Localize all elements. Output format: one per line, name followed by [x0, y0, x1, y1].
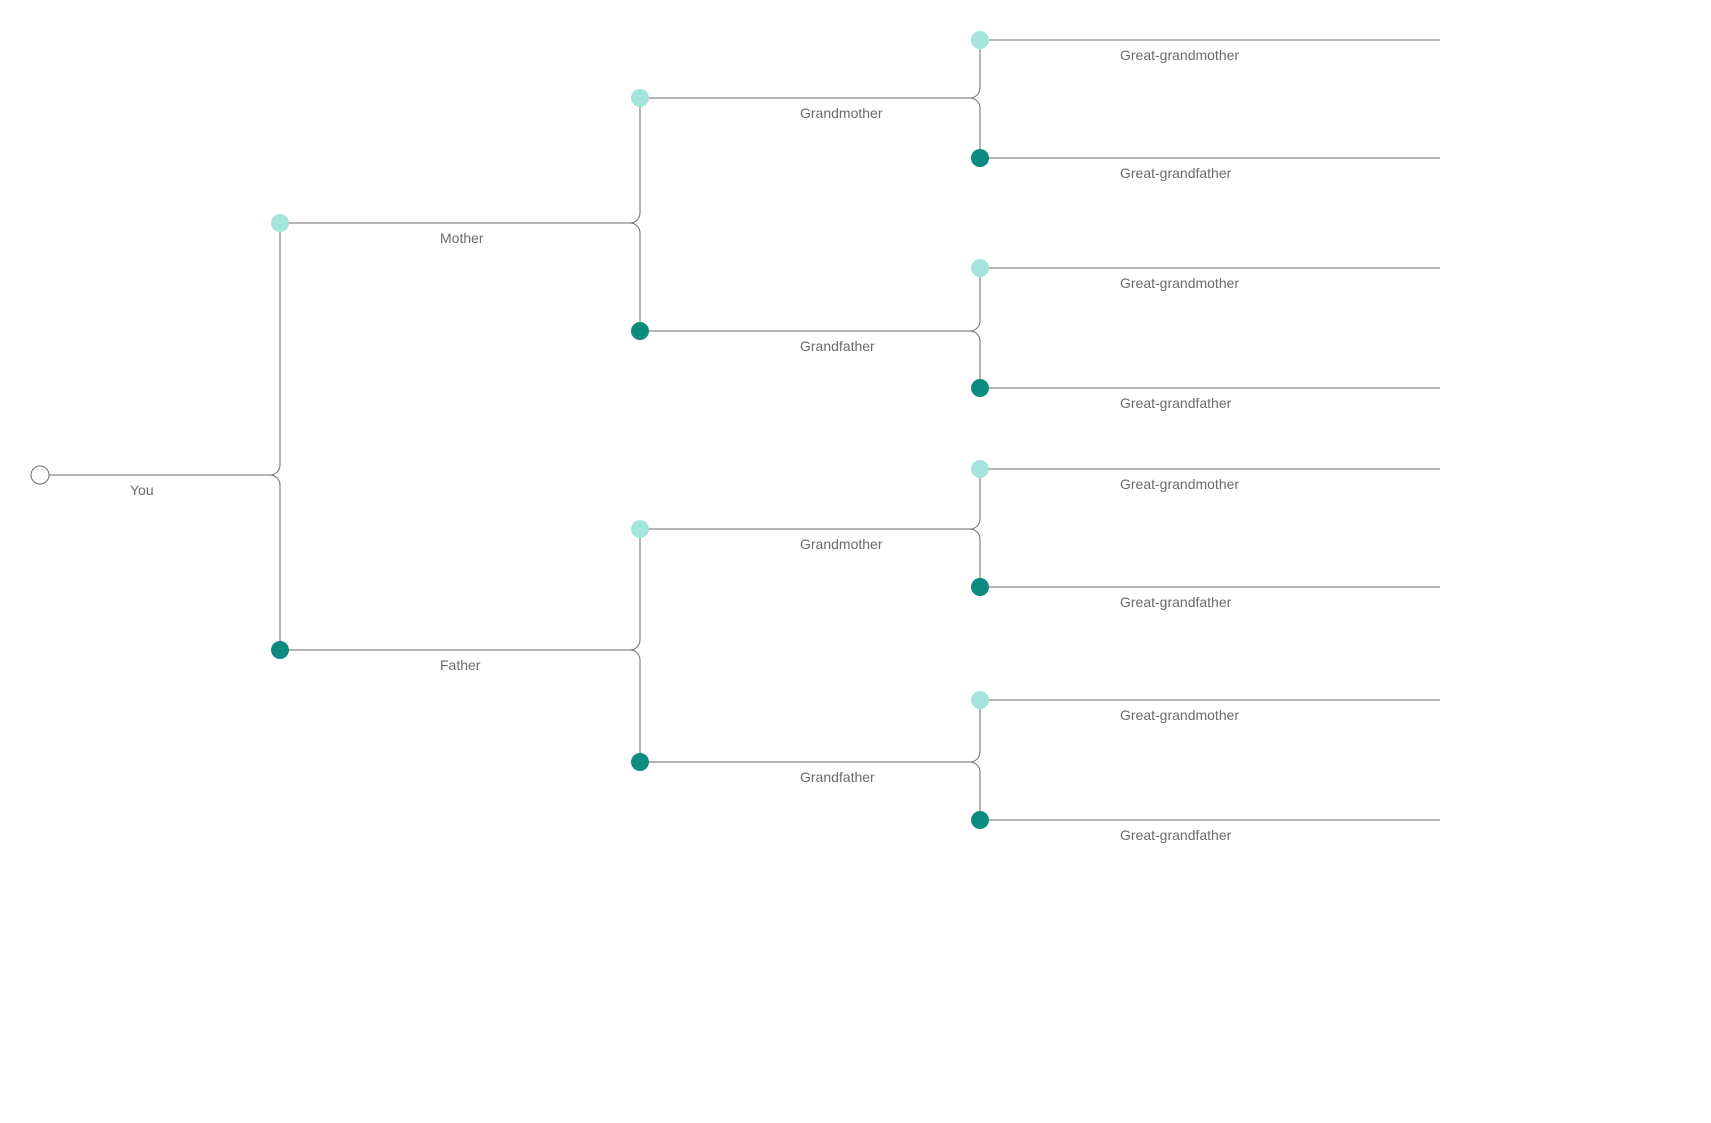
tree-node-label: Father — [440, 657, 481, 673]
tree-edge — [280, 529, 650, 650]
tree-node-ggm3 — [971, 460, 989, 478]
tree-node-label: Mother — [440, 230, 484, 246]
tree-node-ggm4 — [971, 691, 989, 709]
tree-node-label: Grandmother — [800, 105, 883, 121]
tree-edge — [640, 40, 990, 98]
tree-node-label: Grandfather — [800, 338, 875, 354]
tree-node-mgf — [631, 322, 649, 340]
tree-node-pgm — [631, 520, 649, 538]
tree-node-label: Great-grandfather — [1120, 395, 1232, 411]
tree-edge — [40, 475, 290, 650]
tree-node-label: Great-grandmother — [1120, 47, 1239, 63]
tree-node-label: Great-grandmother — [1120, 707, 1239, 723]
tree-node-label: Great-grandfather — [1120, 594, 1232, 610]
tree-node-pgf — [631, 753, 649, 771]
ancestry-tree-diagram: You Mother Father Grandmother Grandfather Gra… — [0, 0, 1711, 1123]
tree-node-label: Grandmother — [800, 536, 883, 552]
tree-node-label: You — [130, 482, 154, 498]
tree-node-ggm1 — [971, 31, 989, 49]
tree-node-label: Great-grandfather — [1120, 165, 1232, 181]
tree-edge — [640, 469, 990, 529]
tree-node-ggm2 — [971, 259, 989, 277]
tree-edge — [640, 268, 990, 331]
tree-edge — [40, 223, 290, 475]
tree-edge — [280, 98, 650, 223]
tree-node-dad — [271, 641, 289, 659]
tree-node-ggf2 — [971, 379, 989, 397]
tree-node-label: Grandfather — [800, 769, 875, 785]
tree-node-you — [31, 466, 49, 484]
tree-node-ggf1 — [971, 149, 989, 167]
tree-node-label: Great-grandmother — [1120, 275, 1239, 291]
tree-node-ggf4 — [971, 811, 989, 829]
tree-node-label: Great-grandfather — [1120, 827, 1232, 843]
tree-node-ggf3 — [971, 578, 989, 596]
tree-node-mom — [271, 214, 289, 232]
tree-node-mgm — [631, 89, 649, 107]
tree-node-label: Great-grandmother — [1120, 476, 1239, 492]
tree-edge — [640, 700, 990, 762]
